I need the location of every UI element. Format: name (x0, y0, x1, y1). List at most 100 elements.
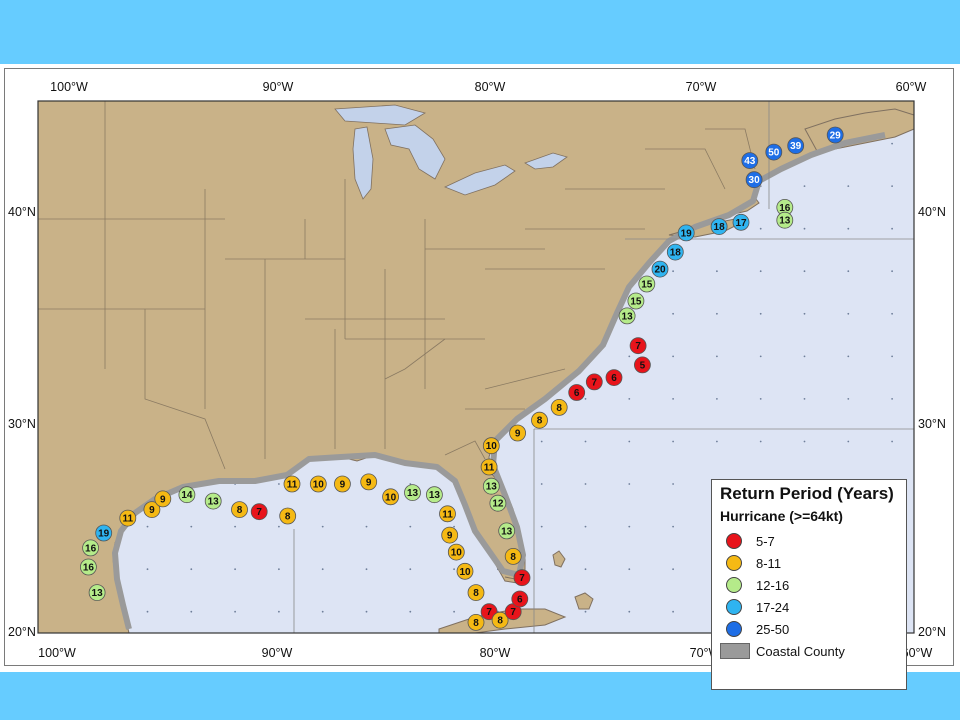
lon-label-bottom: 80°W (480, 646, 511, 660)
ocean-dot (891, 312, 893, 315)
marker-circle (638, 275, 656, 293)
ocean-dot (716, 270, 718, 273)
marker-value: 10 (451, 548, 463, 559)
marker-circle (765, 143, 783, 161)
return-period-marker: 15 (627, 292, 645, 310)
return-period-marker: 13 (482, 477, 500, 495)
marker-value: 7 (635, 341, 641, 352)
ocean-dot (365, 568, 368, 571)
ocean-dot (234, 610, 237, 613)
marker-value: 9 (340, 480, 346, 491)
ocean-dot (672, 610, 674, 613)
return-period-marker: 7 (504, 603, 522, 621)
legend-swatch (726, 533, 742, 549)
marker-circle (231, 501, 248, 519)
return-period-marker: 6 (511, 590, 529, 608)
marker-value: 13 (501, 526, 513, 537)
ocean-dot (847, 312, 850, 315)
marker-value: 39 (790, 141, 802, 152)
marker-value: 5 (640, 360, 646, 371)
coastal-county-swatch (720, 643, 750, 659)
return-period-marker: 13 (88, 584, 106, 601)
ocean-dot (584, 483, 587, 485)
marker-value: 6 (517, 595, 523, 606)
marker-value: 16 (779, 203, 791, 214)
marker-value: 14 (181, 490, 193, 501)
ocean-dot (803, 270, 806, 273)
ocean-dot (540, 568, 543, 571)
legend-item: 25-50 (720, 618, 898, 640)
hurricane-return-period-map: 100°W 90°W 80°W 70°W 60°W 100°W 90°W 80°… (8, 80, 946, 660)
ocean-dot (321, 568, 324, 571)
marker-value: 20 (654, 265, 666, 276)
ocean-dot (278, 610, 280, 613)
marker-value: 7 (519, 573, 525, 584)
marker-value: 6 (611, 373, 617, 384)
ocean-dot (803, 185, 806, 187)
marker-circle (605, 369, 623, 387)
ocean-dot (409, 525, 412, 528)
return-period-marker: 6 (605, 369, 623, 387)
legend: Return Period (Years) Hurricane (>=64kt)… (711, 479, 907, 690)
marker-value: 13 (92, 588, 104, 599)
marker-value: 11 (484, 463, 495, 474)
marker-value: 11 (442, 509, 453, 520)
legend-item-label: 12-16 (756, 577, 790, 593)
ocean-dot (803, 440, 806, 443)
marker-circle (441, 526, 459, 544)
marker-value: 9 (447, 531, 453, 542)
marker-circle (482, 437, 500, 455)
ocean-dot (891, 227, 893, 230)
marker-circle (456, 562, 474, 580)
return-period-marker: 8 (531, 411, 548, 429)
legend-swatch (726, 599, 742, 615)
legend-item: 17-24 (720, 596, 898, 618)
ocean-dot (321, 525, 324, 528)
ocean-dot (146, 568, 149, 571)
ocean-dot (672, 568, 674, 571)
lon-label-top: 70°W (686, 80, 717, 94)
ocean-dot (891, 185, 893, 187)
ocean-dot (759, 312, 762, 315)
marker-circle (154, 490, 172, 508)
return-period-marker: 17 (732, 213, 750, 231)
return-period-marker: 29 (826, 126, 844, 144)
marker-value: 7 (256, 507, 262, 518)
marker-value: 7 (486, 607, 492, 618)
ocean-dot (584, 440, 587, 443)
ocean-dot (803, 398, 806, 400)
legend-item-county: Coastal County (720, 640, 898, 662)
marker-value: 10 (459, 567, 471, 578)
marker-circle (489, 494, 507, 512)
marker-circle (382, 488, 400, 506)
return-period-marker: 18 (666, 243, 684, 261)
ocean-dot (891, 142, 893, 145)
return-period-marker: 16 (80, 558, 97, 576)
return-period-marker: 13 (498, 522, 516, 540)
marker-circle (333, 475, 351, 493)
ocean-dot (847, 185, 850, 187)
ocean-dot (584, 568, 587, 571)
marker-value: 29 (830, 131, 842, 142)
return-period-marker: 9 (143, 501, 161, 519)
return-period-marker: 8 (504, 547, 522, 565)
ocean-dot (847, 398, 850, 400)
marker-value: 9 (149, 505, 155, 516)
ocean-dot (409, 610, 412, 613)
return-period-marker: 9 (360, 473, 378, 491)
marker-value: 10 (313, 480, 325, 491)
marker-value: 10 (385, 492, 397, 503)
return-period-marker: 13 (618, 307, 636, 325)
return-period-marker: 39 (787, 137, 805, 155)
ocean-dot (672, 525, 674, 528)
return-period-marker: 16 (776, 198, 794, 216)
ocean-dot (453, 525, 455, 528)
marker-value: 18 (670, 248, 682, 259)
ocean-dot (716, 440, 718, 443)
legend-swatch (726, 577, 742, 593)
legend-subtitle: Hurricane (>=64kt) (720, 508, 843, 524)
return-period-marker: 10 (309, 475, 327, 493)
marker-value: 13 (429, 490, 441, 501)
ocean-dot (278, 568, 280, 571)
return-period-marker: 9 (509, 424, 526, 442)
